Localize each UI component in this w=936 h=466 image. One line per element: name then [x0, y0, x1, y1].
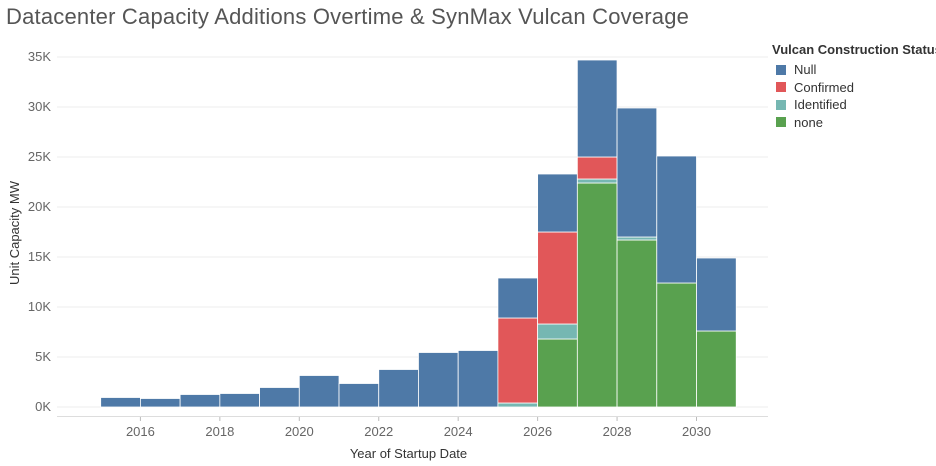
bar-segment	[497, 277, 539, 319]
bar-segment	[259, 387, 300, 408]
legend-title: Vulcan Construction Status	[772, 42, 936, 57]
legend-label: Confirmed	[794, 79, 854, 95]
y-axis-title: Unit Capacity MW	[7, 180, 22, 285]
y-tick-label: 0K	[35, 399, 51, 414]
bar-segment	[418, 352, 459, 408]
x-tick-label: 2018	[205, 424, 234, 439]
bar-segment	[537, 231, 578, 325]
y-tick-label: 35K	[28, 49, 51, 64]
bar-segment	[576, 156, 618, 180]
x-tick-label: 2020	[285, 424, 314, 439]
bar-segment	[537, 173, 578, 233]
bar-segment	[497, 317, 539, 404]
legend-item-identified[interactable]: Identified	[772, 96, 936, 114]
bar-segment	[616, 236, 658, 241]
legend-swatch	[776, 99, 786, 110]
legend-label: none	[794, 114, 823, 130]
bar-segment	[576, 182, 618, 408]
bar-segment	[656, 155, 697, 284]
legend-item-none[interactable]: none	[772, 114, 936, 132]
bar-segment	[576, 178, 618, 184]
x-tick-label: 2016	[126, 424, 155, 439]
bar-segment	[616, 107, 658, 238]
legend-item-confirmed[interactable]: Confirmed	[772, 79, 936, 97]
bar-segment	[537, 338, 578, 408]
x-tick-label: 2030	[682, 424, 711, 439]
legend: Vulcan Construction Status Null Confirme…	[772, 42, 936, 131]
bar-segment	[298, 375, 340, 408]
legend-swatch	[776, 117, 786, 128]
bar-segment	[100, 397, 141, 408]
x-tick-label: 2026	[523, 424, 552, 439]
bar-segment	[696, 330, 737, 408]
x-tick-label: 2022	[364, 424, 393, 439]
x-axis-title: Year of Startup Date	[350, 446, 467, 461]
legend-label: Identified	[794, 97, 847, 113]
bar-segment	[576, 59, 618, 158]
bar-segment	[179, 394, 221, 408]
legend-label: Null	[794, 62, 817, 78]
bar-segment	[457, 350, 499, 408]
bar-segment	[656, 282, 697, 408]
bar-segment	[338, 383, 380, 408]
y-tick-label: 5K	[35, 349, 51, 364]
legend-swatch	[776, 82, 786, 93]
legend-item-null[interactable]: Null	[772, 61, 936, 79]
y-tick-label: 10K	[28, 299, 51, 314]
bar-segment	[537, 323, 578, 340]
bar-segment	[696, 257, 737, 332]
bar-segment	[616, 239, 658, 408]
bar-segment	[140, 398, 181, 408]
y-tick-label: 20K	[28, 199, 51, 214]
x-tick-label: 2028	[603, 424, 632, 439]
y-tick-label: 15K	[28, 249, 51, 264]
x-tick-label: 2024	[444, 424, 473, 439]
y-tick-label: 30K	[28, 99, 51, 114]
bar-segment	[378, 369, 419, 408]
bar-segment	[497, 402, 539, 408]
legend-swatch	[776, 64, 786, 75]
y-tick-label: 25K	[28, 149, 51, 164]
chart-title: Datacenter Capacity Additions Overtime &…	[6, 4, 690, 29]
bar-segment	[219, 393, 260, 408]
